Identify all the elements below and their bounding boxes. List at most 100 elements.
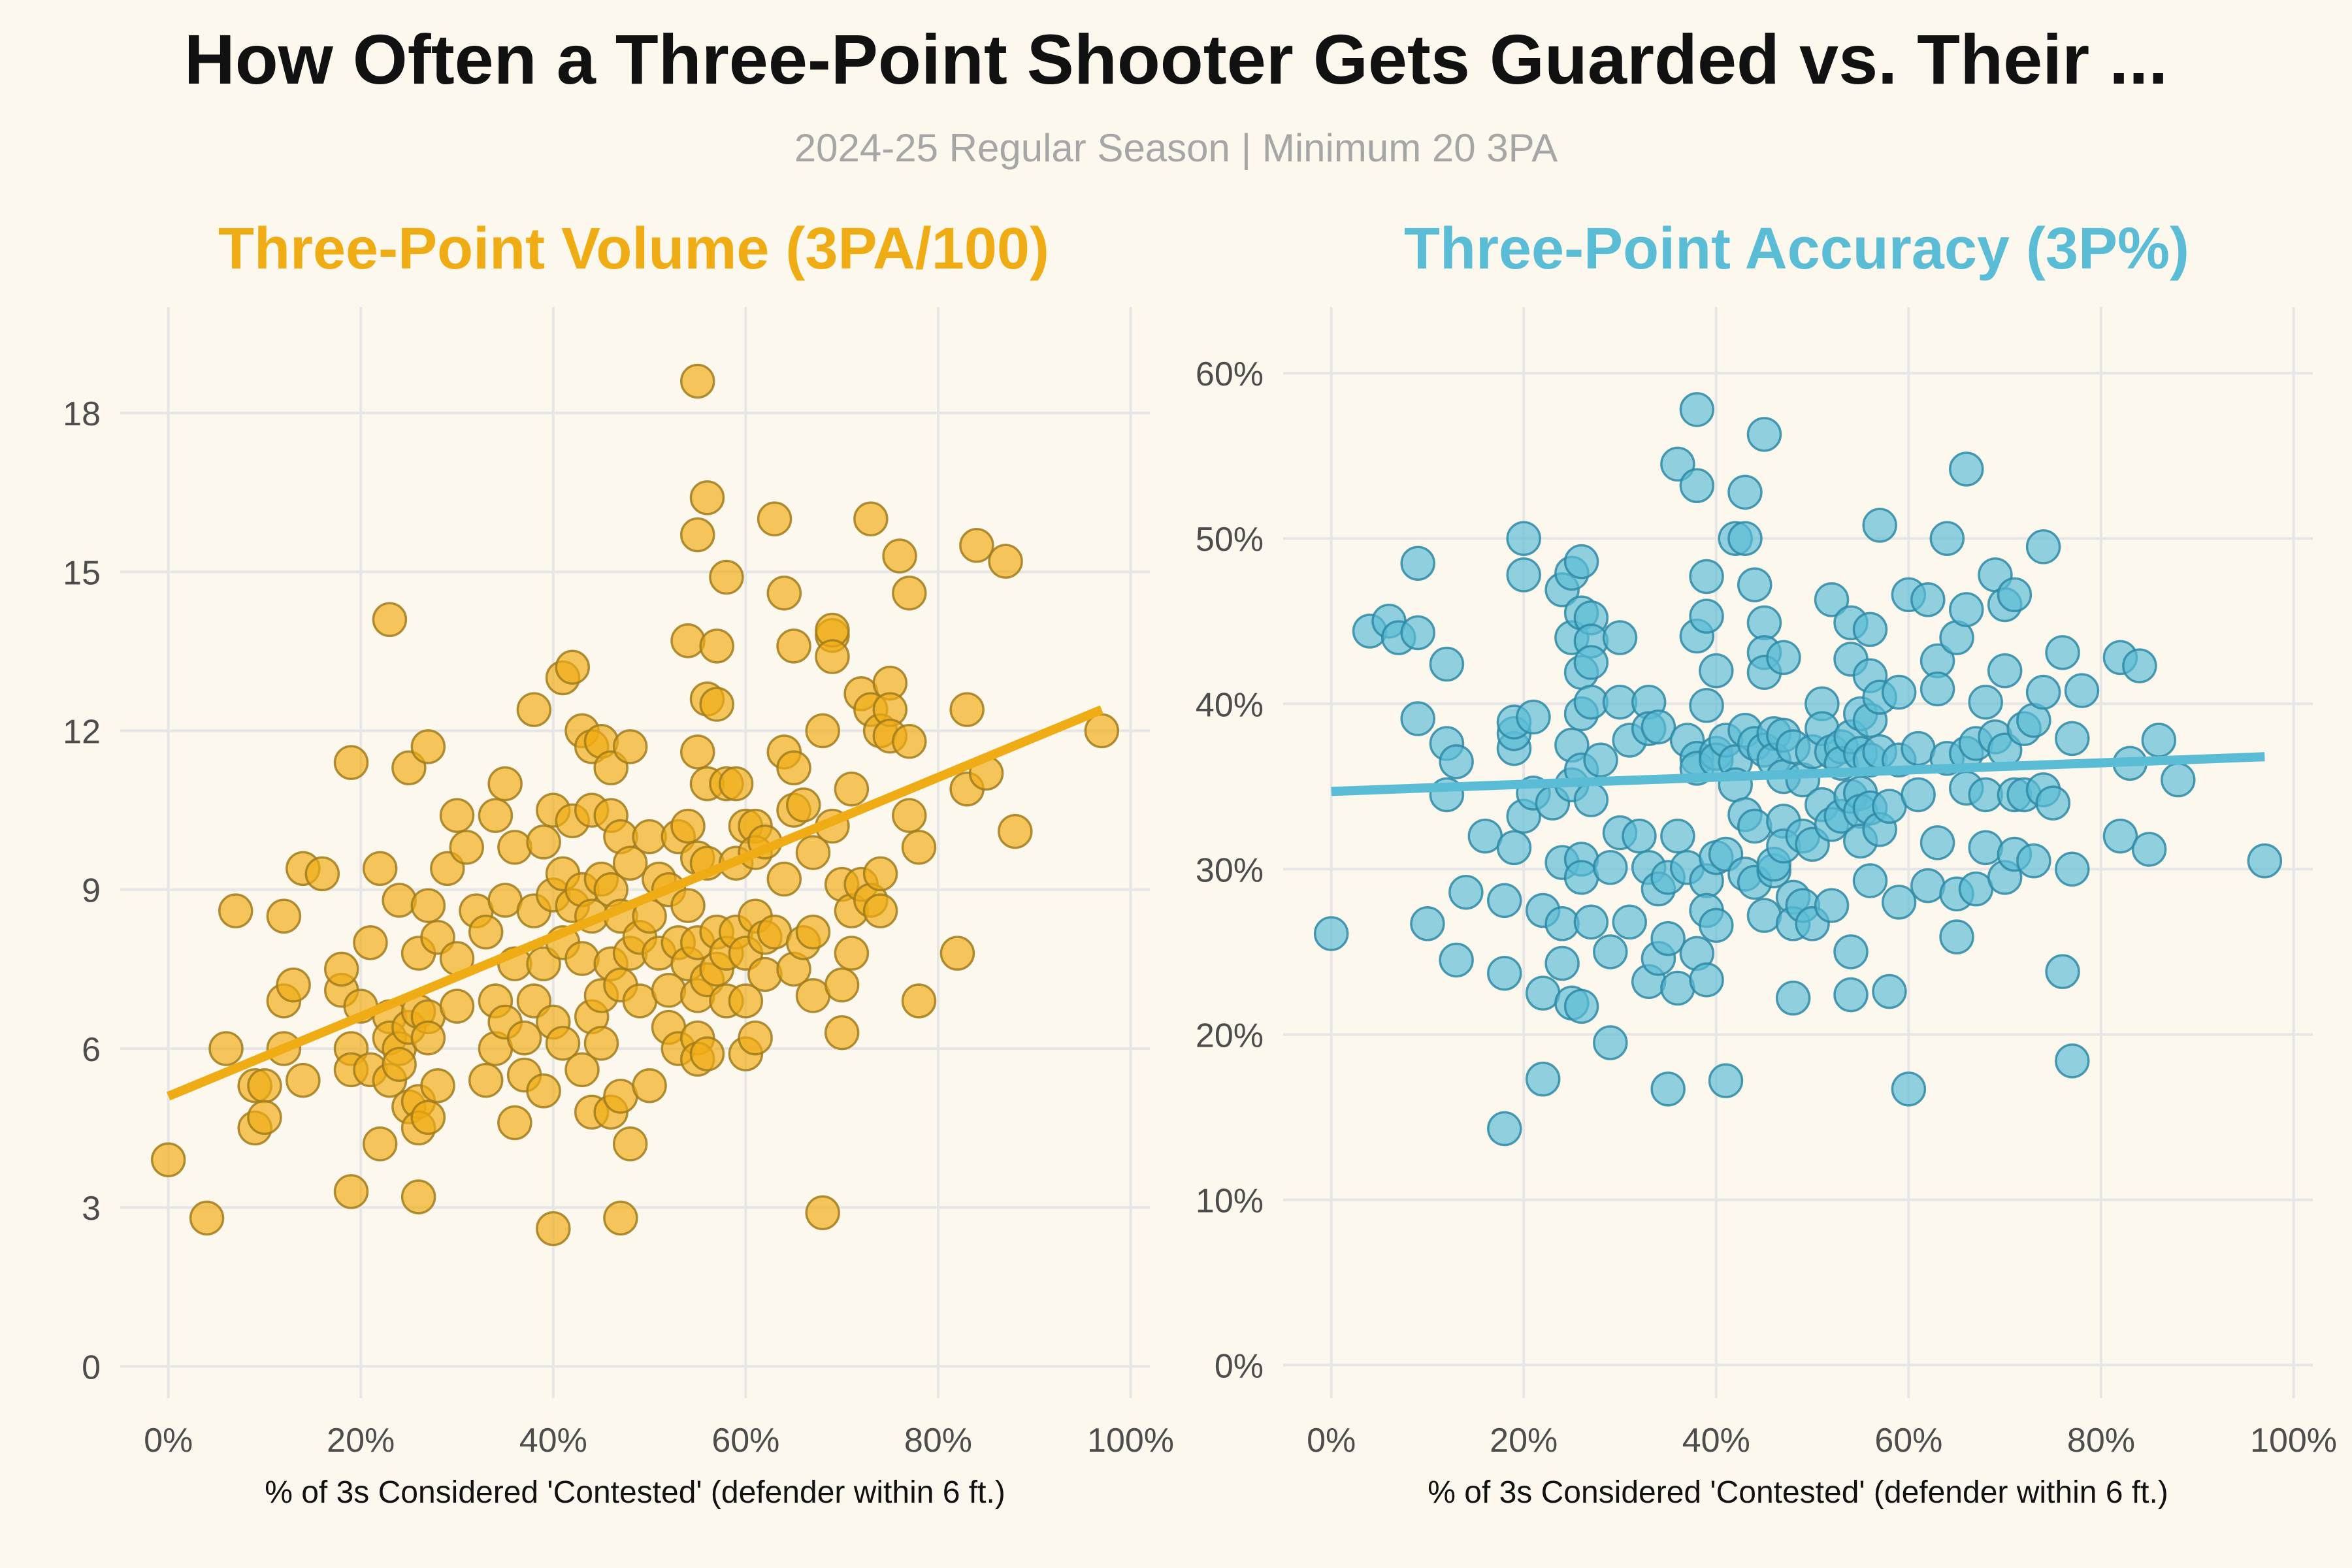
accuracy-point — [1487, 1111, 1522, 1147]
volume-point — [208, 1031, 244, 1066]
accuracy-point — [1641, 709, 1676, 745]
volume-point — [247, 1068, 282, 1103]
volume-point — [218, 893, 253, 928]
volume-point — [612, 845, 648, 881]
volume-point — [439, 798, 475, 834]
accuracy-point — [1833, 977, 1869, 1013]
accuracy-point — [2247, 843, 2283, 879]
accuracy-point — [1689, 559, 1724, 595]
accuracy-y-tick-label: 30% — [1196, 851, 1264, 889]
volume-point — [564, 1052, 600, 1088]
accuracy-x-tick-label: 80% — [2067, 1422, 2135, 1460]
accuracy-point — [1968, 830, 2003, 866]
volume-point — [718, 766, 754, 802]
accuracy-point — [1622, 818, 1657, 854]
accuracy-point — [1516, 699, 1551, 735]
volume-point — [834, 936, 870, 971]
volume-point — [689, 480, 725, 515]
accuracy-point — [1901, 730, 1936, 766]
accuracy-point — [1583, 742, 1618, 778]
accuracy-point — [1429, 646, 1465, 682]
volume-point — [757, 501, 792, 537]
volume-point — [853, 501, 889, 537]
accuracy-point — [1689, 688, 1724, 723]
volume-trend-line — [166, 705, 1104, 1101]
volume-point — [728, 983, 764, 1019]
accuracy-trend-line — [1331, 752, 2265, 796]
accuracy-point — [1400, 701, 1435, 736]
volume-point — [189, 1200, 225, 1236]
volume-point — [959, 528, 994, 563]
accuracy-point — [1968, 684, 2003, 720]
volume-point — [516, 692, 552, 727]
volume-point — [400, 1179, 436, 1215]
volume-x-axis-label: % of 3s Considered 'Contested' (defender… — [265, 1475, 1005, 1510]
volume-point — [805, 713, 840, 749]
volume-point — [555, 649, 591, 685]
volume-point — [1084, 713, 1120, 749]
volume-point — [805, 1195, 840, 1231]
volume-y-tick-label: 6 — [82, 1031, 101, 1069]
volume-point — [439, 988, 475, 1024]
accuracy-y-tick-label: 40% — [1196, 686, 1264, 724]
volume-point — [353, 925, 388, 960]
accuracy-point — [1679, 392, 1715, 427]
volume-point — [949, 692, 985, 727]
accuracy-y-tick-label: 50% — [1196, 521, 1264, 559]
volume-point — [766, 861, 802, 897]
volume-point — [670, 623, 706, 659]
accuracy-point — [1891, 1071, 1927, 1107]
volume-point — [747, 956, 783, 992]
chart-subtitle: 2024-25 Regular Season | Minimum 20 3PA — [794, 126, 1558, 170]
accuracy-point — [2045, 954, 2080, 989]
volume-y-tick-label: 0 — [82, 1348, 101, 1386]
accuracy-point — [1487, 955, 1522, 991]
accuracy-point — [1487, 883, 1522, 919]
accuracy-point — [1852, 612, 1888, 647]
volume-point — [988, 544, 1023, 579]
volume-point — [824, 967, 860, 1003]
accuracy-point — [1872, 973, 1907, 1009]
accuracy-y-tick-label: 20% — [1196, 1017, 1264, 1054]
accuracy-x-tick-label: 0% — [1307, 1422, 1356, 1460]
volume-point — [892, 576, 927, 611]
volume-point — [901, 830, 937, 865]
accuracy-point — [1699, 653, 1734, 689]
accuracy-point — [2045, 635, 2080, 670]
accuracy-point — [1544, 945, 1580, 981]
accuracy-point — [2025, 674, 2061, 710]
accuracy-point — [1660, 818, 1695, 854]
volume-point — [410, 729, 446, 764]
accuracy-point — [1563, 860, 1599, 895]
accuracy-point — [2016, 843, 2051, 879]
volume-point — [410, 1100, 446, 1135]
accuracy-point — [2122, 648, 2157, 683]
accuracy-point — [1727, 474, 1763, 510]
accuracy-point — [1506, 521, 1541, 556]
accuracy-point — [2141, 723, 2177, 758]
accuracy-point — [1814, 888, 1850, 923]
accuracy-point — [1563, 544, 1599, 580]
volume-point — [506, 1020, 542, 1056]
accuracy-point — [1410, 906, 1445, 941]
volume-point — [564, 941, 600, 976]
accuracy-point — [1525, 975, 1561, 1011]
volume-point — [536, 1211, 571, 1247]
volume-point — [603, 1200, 638, 1236]
volume-point — [998, 813, 1033, 849]
volume-point — [150, 1142, 186, 1177]
accuracy-point — [2055, 1043, 2090, 1079]
accuracy-y-tick-label: 60% — [1196, 355, 1264, 393]
volume-point — [862, 893, 898, 928]
volume-point — [333, 1174, 369, 1209]
accuracy-point — [2064, 673, 2100, 708]
volume-point — [382, 883, 417, 918]
accuracy-y-tick-label: 0% — [1215, 1347, 1264, 1385]
volume-point — [324, 951, 359, 987]
volume-point — [689, 1036, 725, 1071]
accuracy-point — [1737, 808, 1772, 844]
volume-point — [815, 639, 850, 674]
volume-point — [786, 787, 821, 823]
accuracy-point — [1766, 640, 1801, 676]
volume-point — [468, 914, 504, 950]
